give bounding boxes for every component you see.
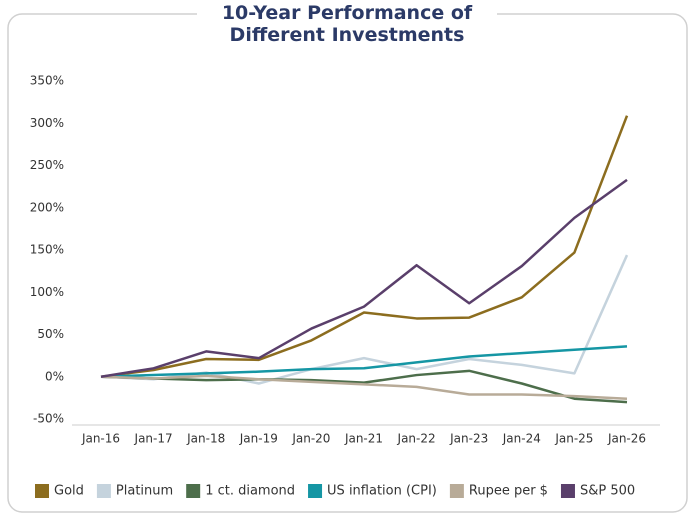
x-tick-label: Jan-19 (239, 432, 278, 446)
y-tick-label: 150% (30, 243, 64, 257)
series-line (100, 345, 628, 378)
legend-swatch (560, 484, 575, 498)
y-tick-label: -50% (33, 412, 64, 426)
x-tick-label: Jan-24 (502, 432, 541, 446)
x-tick-label: Jan-17 (134, 432, 173, 446)
x-tick-label: Jan-20 (291, 432, 330, 446)
legend-label: Gold (54, 484, 84, 499)
series-line (100, 374, 628, 400)
x-tick-label: Jan-22 (397, 432, 436, 446)
legend-swatch (308, 484, 323, 498)
legend-swatch (186, 484, 201, 498)
y-tick-label: 200% (30, 200, 64, 214)
legend-swatch (449, 484, 464, 498)
legend-label: Rupee per $ (469, 484, 548, 499)
legend-swatch (35, 484, 49, 498)
series-line (100, 178, 628, 378)
x-tick-label: Jan-26 (607, 432, 646, 446)
y-tick-label: 100% (30, 285, 64, 299)
x-tick-label: Jan-23 (449, 432, 488, 446)
legend-label: S&P 500 (580, 484, 635, 499)
x-tick-label: Jan-18 (186, 432, 225, 446)
legend-label: US inflation (CPI) (327, 484, 437, 499)
legend-label: 1 ct. diamond (205, 484, 295, 499)
y-tick-label: 300% (30, 116, 64, 130)
chart-title: 10-Year Performance of Different Investm… (197, 2, 497, 46)
legend-swatch (96, 484, 111, 498)
y-tick-label: 250% (30, 158, 64, 172)
legend-label: Platinum (116, 484, 173, 499)
y-tick-label: 50% (37, 327, 64, 341)
x-tick-label: Jan-21 (344, 432, 383, 446)
series-line (100, 115, 629, 378)
y-tick-label: 350% (30, 74, 64, 88)
y-tick-label: 0% (45, 369, 64, 383)
x-tick-label: Jan-25 (554, 432, 593, 446)
x-tick-label: Jan-16 (81, 432, 120, 446)
series-line (100, 369, 628, 404)
